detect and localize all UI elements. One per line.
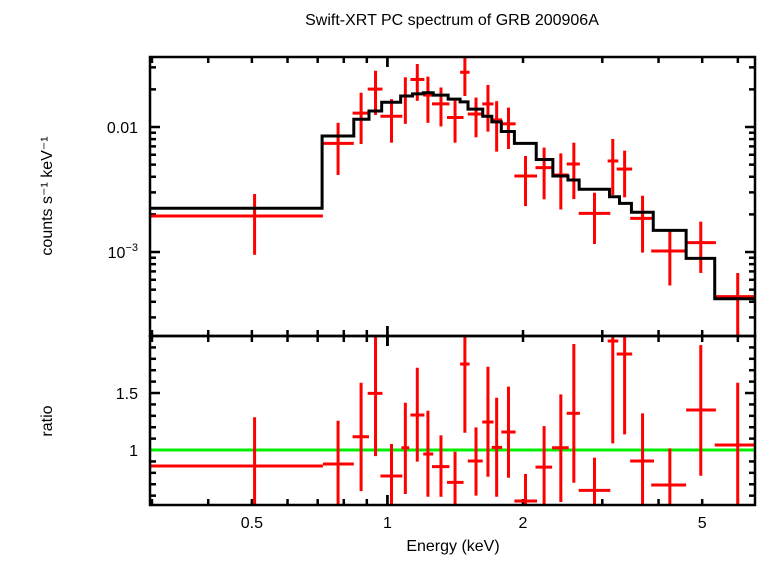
ratio-point xyxy=(482,366,494,477)
y-tick-label-base: 10 xyxy=(108,245,126,262)
data-point xyxy=(467,97,483,138)
ratio-point xyxy=(467,427,483,496)
ratio-point xyxy=(578,457,611,505)
axis-ticks xyxy=(150,57,755,505)
data-point xyxy=(423,76,434,123)
ratio-point xyxy=(514,473,538,505)
data-point xyxy=(482,84,494,132)
ratio-point xyxy=(432,435,450,497)
ratio-point xyxy=(401,402,410,495)
model-step-line xyxy=(150,91,755,301)
ratio-point xyxy=(410,367,425,462)
data-point xyxy=(514,156,538,207)
data-point xyxy=(578,192,611,244)
data-point xyxy=(322,122,354,176)
ratio-point xyxy=(352,382,369,492)
data-point xyxy=(460,57,470,96)
data-point xyxy=(630,195,654,253)
data-point xyxy=(535,147,553,200)
data-point xyxy=(566,142,580,200)
y-tick-label-exponent: −3 xyxy=(125,242,138,254)
ratio-point xyxy=(552,394,569,503)
ratio-point xyxy=(460,336,470,433)
data-point xyxy=(380,99,403,143)
ratio-point xyxy=(423,410,434,497)
data-point xyxy=(150,194,323,255)
y-axis-label-top: counts s⁻¹ keV⁻¹ xyxy=(39,136,56,255)
ratio-point xyxy=(651,448,687,505)
data-point xyxy=(446,100,464,143)
ratio-point xyxy=(446,451,464,505)
ratio-point xyxy=(607,336,619,444)
ratio-point xyxy=(367,336,383,457)
data-point xyxy=(501,107,516,149)
x-tick-label: 1 xyxy=(383,515,392,532)
ratio-point xyxy=(380,443,403,505)
tick-labels: 0.5 1 2 5 0.01 10−3 1.5 1 xyxy=(107,120,707,532)
ratio-point xyxy=(686,345,716,476)
ratio-point xyxy=(491,397,503,497)
data-point xyxy=(552,153,569,210)
ratio-point xyxy=(616,336,633,435)
ratio-point xyxy=(535,426,553,505)
data-point xyxy=(616,150,633,198)
y-tick-label: 1.5 xyxy=(116,386,138,403)
chart-title: Swift-XRT PC spectrum of GRB 200906A xyxy=(305,12,599,29)
data-point xyxy=(651,231,687,286)
ratio-panel xyxy=(150,336,755,505)
ratio-point xyxy=(501,386,516,478)
data-point xyxy=(401,77,410,124)
ratio-frame xyxy=(148,334,757,507)
x-tick-label: 5 xyxy=(698,515,707,532)
y-tick-label: 1 xyxy=(129,443,138,460)
ratio-point xyxy=(150,417,323,505)
ratio-point xyxy=(714,382,755,505)
x-tick-label: 0.5 xyxy=(241,515,263,532)
x-axis-label: Energy (keV) xyxy=(406,538,499,555)
data-point xyxy=(714,272,755,336)
spectrum-panel xyxy=(150,57,755,336)
y-axis-label-bottom: ratio xyxy=(39,405,56,436)
ratio-point xyxy=(566,343,580,483)
x-tick-label: 2 xyxy=(519,515,528,532)
ratio-point xyxy=(322,420,354,505)
y-tick-label: 10−3 xyxy=(108,242,138,262)
data-point xyxy=(491,101,503,152)
y-tick-label: 0.01 xyxy=(107,120,138,137)
data-point xyxy=(607,138,619,195)
data-point xyxy=(686,221,716,273)
data-point xyxy=(367,70,383,115)
ratio-point xyxy=(630,413,654,505)
